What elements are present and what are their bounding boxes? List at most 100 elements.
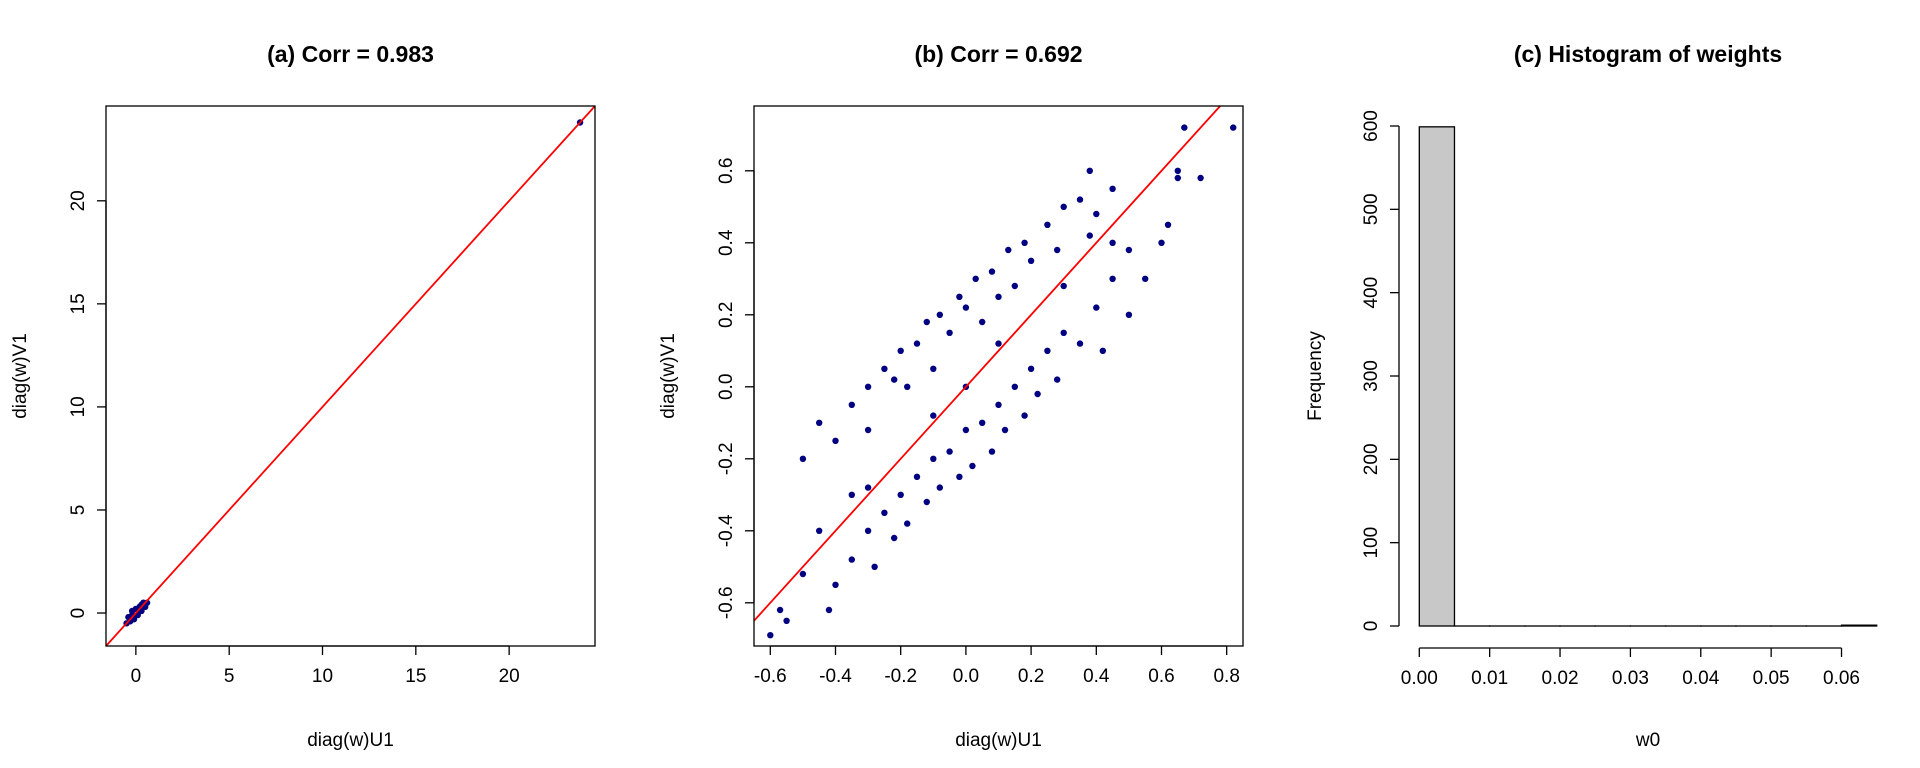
y-tick-label: 400 [1361,277,1382,309]
point [897,347,904,354]
y-tick-label: 0.4 [716,229,737,256]
point [1001,426,1009,434]
point [1044,221,1051,228]
point [1034,390,1041,398]
plot-frame [105,105,596,647]
point [1027,257,1035,264]
point [799,455,807,462]
point [1011,383,1018,390]
point [864,484,872,491]
point [1174,174,1182,182]
point [864,426,872,434]
chart-title: (c) Histogram of weights [1514,41,1782,67]
point [881,365,888,372]
y-tick-label: 500 [1361,193,1382,225]
point [930,412,937,419]
point [1027,365,1035,372]
panel: (b) Corr = 0.692 diag(w)U1 diag(w)V1 -0.6 -0… [658,41,1244,751]
bar [1840,624,1878,627]
y-tick-label: 0.6 [716,158,737,184]
point [995,293,1002,300]
point [946,329,953,336]
point [767,632,774,639]
point [1086,232,1093,239]
y-axis-label: diag(w)V1 [10,333,31,419]
point [956,293,963,300]
point [1021,239,1028,246]
x-tick-label: 5 [224,666,235,687]
point [930,455,937,462]
y-tick-label: 5 [68,505,89,516]
point [1125,311,1133,318]
point [776,606,784,614]
point [1174,167,1182,174]
x-tick-label: 0.02 [1542,668,1579,689]
point [1086,167,1093,174]
point [1076,196,1084,203]
x-axis-label: w0 [1635,730,1660,751]
chart-title: (b) Corr = 0.692 [914,41,1082,67]
y-tick-label: 0 [68,608,89,619]
point [890,376,898,383]
point [1109,275,1116,282]
point [1021,412,1028,419]
point [979,318,986,326]
x-axis-label: diag(w)U1 [955,730,1042,751]
point [1099,347,1107,354]
x-tick-label: 0.06 [1823,668,1860,689]
point [848,491,855,498]
point [972,275,979,282]
point [816,419,823,426]
x-tick-label: 0.00 [1401,668,1438,689]
x-tick-label: 0.05 [1753,668,1790,689]
point [1197,174,1204,182]
point [1125,246,1133,254]
point [783,617,790,624]
y-tick-label: 20 [68,190,89,211]
x-tick-label: -0.2 [884,666,917,687]
point [1053,376,1061,383]
x-tick-label: 0 [131,666,142,687]
point [979,419,986,426]
point [936,484,944,491]
point [1142,275,1149,282]
point [897,491,904,498]
point [1053,246,1061,254]
panel: (a) Corr = 0.983 diag(w)U1 diag(w)V1 0 5 10 15… [10,41,596,751]
x-tick-label: 0.2 [1018,666,1044,687]
point [1181,124,1188,131]
point [969,462,976,470]
point [1230,124,1237,131]
x-tick-label: 15 [405,666,426,687]
point [1076,340,1084,347]
point [1060,203,1067,210]
reference-line [754,106,1222,622]
x-tick-label: -0.6 [754,666,787,687]
point [881,509,888,516]
point [913,340,921,347]
point [962,426,970,434]
point [825,606,833,614]
point [936,311,944,318]
point [1109,185,1116,192]
point [799,570,807,578]
y-tick-label: 15 [68,293,89,314]
bar [1418,126,1456,627]
y-tick-label: -0.6 [716,586,737,619]
reference-line [106,106,595,646]
x-tick-label: 0.4 [1083,666,1110,687]
plot-frame [753,105,1244,647]
x-axis-label: diag(w)U1 [307,730,394,751]
point [923,498,930,506]
x-tick-label: 20 [499,666,520,687]
point [890,534,898,542]
x-tick-label: 0.03 [1612,668,1649,689]
y-tick-label: 10 [68,396,89,417]
x-tick-label: 10 [312,666,333,687]
point [864,527,872,534]
point [1060,282,1067,290]
point [904,383,911,390]
point [904,520,911,527]
y-tick-label: -0.4 [716,514,737,547]
